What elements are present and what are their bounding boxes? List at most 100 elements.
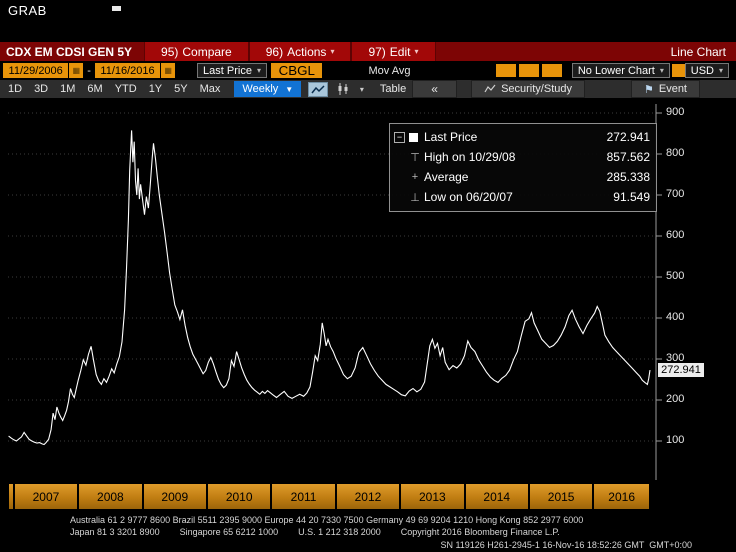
start-date-input[interactable]: 11/29/2006: [3, 63, 69, 78]
menu-item-label: Actions: [287, 44, 327, 59]
footer-contact-line-2: Japan 81 3 3201 8900 Singapore 65 6212 1…: [70, 527, 560, 537]
candlestick-chart-type-button[interactable]: [334, 82, 352, 96]
chevron-down-icon: ▼: [285, 84, 294, 94]
main-menu-bar: CDX EM CDSI GEN 5Y 95) Compare 96) Actio…: [0, 42, 736, 61]
chevron-down-icon: ▾: [414, 47, 419, 56]
date-range-separator: -: [87, 64, 91, 77]
y-axis-tick-label: 700: [666, 188, 685, 200]
chevron-down-icon: ▾: [330, 47, 335, 56]
range-6m-button[interactable]: 6M: [81, 80, 108, 98]
range-1m-button[interactable]: 1M: [54, 80, 81, 98]
y-axis-tick-label: 400: [666, 311, 685, 323]
range-1y-button[interactable]: 1Y: [143, 80, 168, 98]
line-chart-icon: [310, 84, 325, 93]
chevron-down-icon: ▾: [718, 66, 723, 75]
legend-icons: −: [394, 131, 424, 143]
security-study-button[interactable]: Security/Study: [471, 80, 585, 98]
event-label: Event: [658, 83, 687, 95]
actions-menu-button[interactable]: 96) Actions ▾: [248, 42, 352, 61]
chevron-down-icon: ▾: [659, 66, 664, 75]
mov-avg-label: Mov Avg: [368, 64, 411, 77]
high-marker-icon: ⊤: [410, 151, 420, 164]
chart-settings-toolbar: 11/29/2006 ▦ - 11/16/2016 ▦ Last Price ▾…: [0, 62, 736, 79]
chart-area[interactable]: 900 800 700 600 500 400 300 200 100 272.941 − La…: [0, 98, 736, 484]
currency-value: USD: [690, 64, 714, 77]
legend-low-value: 91.549: [613, 190, 650, 204]
legend-row-average: + Average 285.338: [394, 167, 650, 187]
x-axis-year-band: 2013: [401, 484, 464, 509]
menu-item-label: Compare: [182, 44, 232, 59]
price-line-chart[interactable]: [0, 98, 736, 484]
x-axis-year-band: 2009: [143, 484, 206, 509]
legend-row-low: ⊥ Low on 06/20/07 91.549: [394, 187, 650, 207]
last-price-axis-tag: 272.941: [658, 363, 704, 378]
range-max-button[interactable]: Max: [194, 80, 227, 98]
y-axis-tick-label: 800: [666, 147, 685, 159]
collapse-panel-button[interactable]: «: [412, 80, 458, 98]
x-axis-year-band: [9, 484, 13, 509]
edit-menu-button[interactable]: 97) Edit ▾: [351, 42, 436, 61]
price-type-select[interactable]: Last Price ▾: [197, 63, 267, 78]
low-marker-icon: ⊥: [410, 191, 420, 204]
currency-select[interactable]: USD ▾: [684, 63, 729, 78]
y-axis-tick-label: 600: [666, 229, 685, 241]
x-axis-year-band: 2012: [336, 484, 400, 509]
table-button[interactable]: Table: [374, 80, 412, 98]
legend-high-value: 857.562: [606, 150, 650, 164]
x-axis-year-band: 2011: [272, 484, 335, 509]
lower-chart-select[interactable]: No Lower Chart ▾: [571, 63, 670, 78]
footer-session-info: SN 119126 H261-2945-1 16-Nov-16 18:52:26…: [440, 540, 692, 550]
price-type-value: Last Price: [203, 64, 252, 77]
legend-high-label: High on 10/29/08: [424, 150, 516, 164]
compare-button[interactable]: 95) Compare: [144, 42, 249, 61]
y-axis-tick-label: 300: [666, 352, 685, 364]
x-axis-year-band: 2014: [465, 484, 528, 509]
chart-type-label: Line Chart: [670, 44, 726, 59]
line-chart-type-button[interactable]: [308, 81, 328, 97]
legend-low-label: Low on 06/20/07: [424, 190, 513, 204]
range-3d-button[interactable]: 3D: [28, 80, 54, 98]
chart-legend[interactable]: − Last Price 272.941 ⊤ High on 10/29/08 …: [389, 123, 657, 212]
mov-avg-input-1[interactable]: [496, 64, 517, 77]
y-axis-tick-label: 100: [666, 434, 685, 446]
legend-average-label: Average: [424, 170, 469, 184]
calendar-icon[interactable]: ▦: [69, 63, 84, 78]
legend-series-label: Last Price: [424, 130, 478, 144]
menu-item-number: 95): [161, 44, 179, 59]
range-1d-button[interactable]: 1D: [2, 80, 28, 98]
security-ticker: CDX EM CDSI GEN 5Y: [6, 44, 133, 59]
y-axis-tick-label: 900: [666, 106, 685, 118]
event-button[interactable]: ⚑ Event: [630, 80, 700, 98]
chart-type-dropdown[interactable]: ▾: [358, 85, 366, 94]
calendar-icon[interactable]: ▦: [161, 63, 176, 78]
x-axis-year-band: 2016: [594, 484, 649, 509]
y-axis-tick-label: 500: [666, 270, 685, 282]
x-axis-year-band: 2015: [529, 484, 593, 509]
menu-item-number: 96): [265, 44, 284, 59]
legend-average-value: 285.338: [606, 170, 650, 184]
x-axis-year-bands: 2007 2008 2009 2010 2011 2012 2013 2014 2015 2016: [0, 484, 736, 509]
lower-chart-param-input[interactable]: [671, 64, 685, 77]
chevron-down-icon: ▾: [256, 66, 261, 75]
flag-icon: ⚑: [643, 83, 654, 96]
frequency-select[interactable]: Weekly ▼: [234, 81, 302, 97]
security-study-label: Security/Study: [501, 83, 572, 95]
mov-avg-input-2[interactable]: [519, 64, 540, 77]
chevron-down-icon: ▾: [359, 84, 364, 94]
footer-contact-line-1: Australia 61 2 9777 8600 Brazil 5511 239…: [70, 515, 584, 525]
candlestick-icon: [338, 83, 348, 95]
period-toolbar: 1D 3D 1M 6M YTD 1Y 5Y Max Weekly ▼ ▾: [0, 80, 736, 98]
pricing-source-button[interactable]: CBGL: [270, 63, 323, 78]
mov-avg-input-3[interactable]: [542, 64, 562, 77]
series-swatch-icon: [409, 132, 418, 142]
range-ytd-button[interactable]: YTD: [109, 80, 143, 98]
lower-chart-value: No Lower Chart: [577, 64, 655, 77]
end-date-input[interactable]: 11/16/2016: [94, 63, 161, 78]
legend-collapse-icon[interactable]: −: [394, 131, 405, 143]
frequency-value: Weekly: [242, 83, 279, 95]
range-5y-button[interactable]: 5Y: [168, 80, 193, 98]
menu-item-label: Edit: [389, 44, 411, 59]
menu-item-number: 97): [368, 44, 386, 59]
x-axis-year-band: 2008: [79, 484, 142, 509]
